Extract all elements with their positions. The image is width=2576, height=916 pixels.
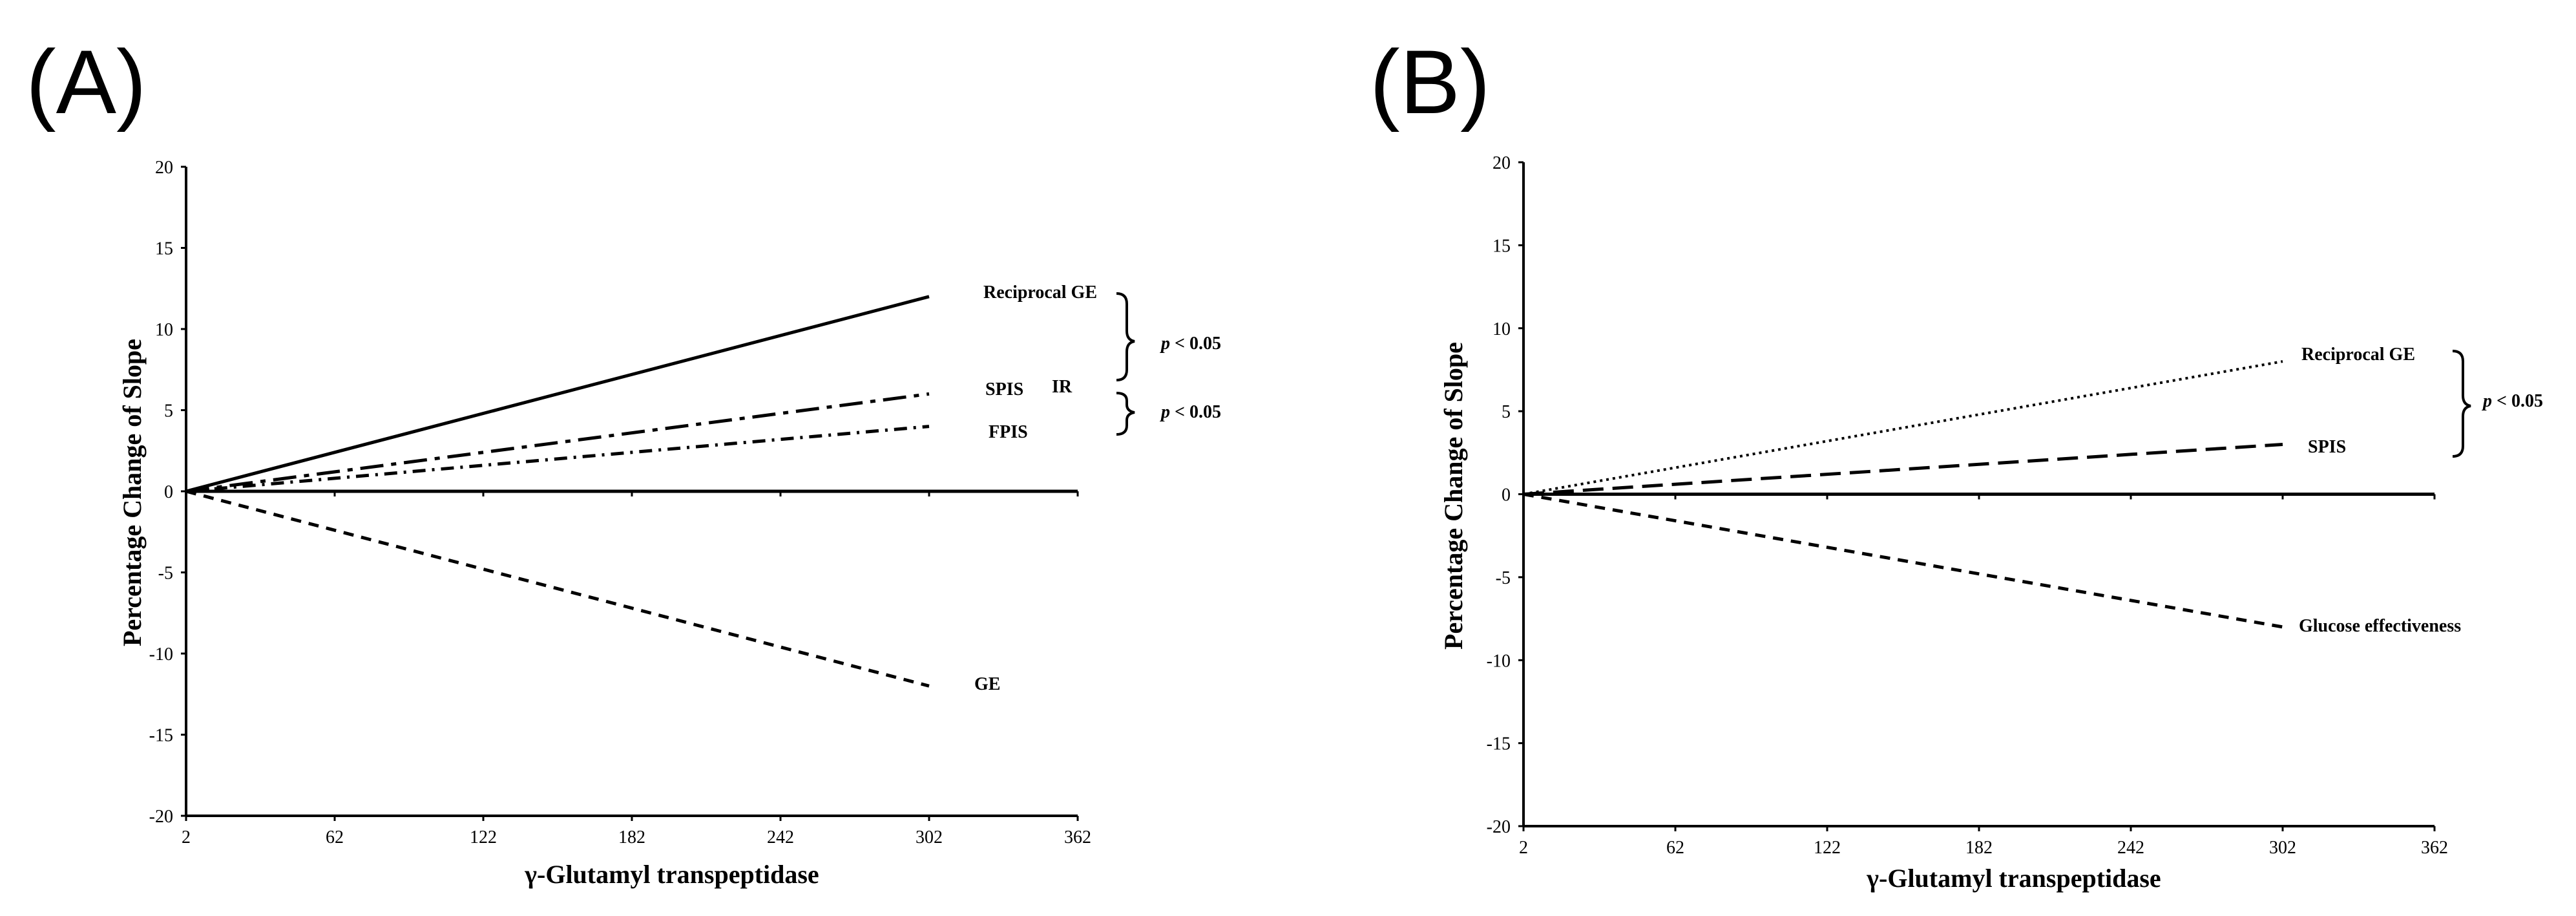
panel-b-x-tick-label: 2 xyxy=(1519,838,1528,858)
panel-b-x-tick-label: 62 xyxy=(1666,838,1684,858)
panel-a-label-spis: SPIS xyxy=(985,379,1023,399)
panel-b-y-tick-label: 15 xyxy=(1492,236,1511,256)
panel-b-label-spis: SPIS xyxy=(2308,437,2346,457)
panel-b: (B) 20 15 10 5 0 -5 -10 -15 -20 2 62 122 182 242 302 3… xyxy=(1370,31,2543,893)
panel-b-label-glucose-effectiveness: Glucose effectiveness xyxy=(2299,616,2461,636)
panel-a-bracket-2 xyxy=(1116,392,1135,436)
panel-a-x-tick-label: 182 xyxy=(618,827,645,847)
panel-b-y-tick-label: 20 xyxy=(1492,153,1511,173)
panel-b-label-reciprocal-ge: Reciprocal GE xyxy=(2301,345,2415,365)
panel-a-pvalue-2: p < 0.05 xyxy=(1160,402,1221,422)
panel-a-x-tick-label: 242 xyxy=(767,827,794,847)
panel-a-y-tick-label: -20 xyxy=(149,807,173,827)
panel-b-series-spis xyxy=(1523,442,2283,496)
panel-a-label-fpis: FPIS xyxy=(989,422,1028,442)
panel-a-x-ticks: 2 62 122 182 242 302 362 xyxy=(182,491,1091,847)
panel-a-y-tick-label: -15 xyxy=(149,726,173,746)
panel-a-y-tick-label: 20 xyxy=(155,158,173,178)
panel-a-series xyxy=(185,295,930,688)
panel-a-label-reciprocal-ge: Reciprocal GE xyxy=(983,282,1097,303)
panel-a-y-ticks: 20 15 10 5 0 -5 -10 -15 -20 xyxy=(149,158,186,827)
panel-b-x-ticks: 2 62 122 182 242 302 362 xyxy=(1519,494,2448,858)
panel-b-y-tick-label: -5 xyxy=(1496,568,1511,588)
panel-b-y-tick-label: 5 xyxy=(1502,402,1511,422)
panel-b-series-reciprocal-ge xyxy=(1523,360,2283,496)
panel-a-y-tick-label: -5 xyxy=(158,564,173,584)
panel-a-y-axis-title: Percentage Change of Slope xyxy=(118,339,147,646)
panel-a-series-reciprocal-ge xyxy=(185,295,930,493)
panel-b-y-tick-label: 10 xyxy=(1492,319,1511,339)
panel-a-x-tick-label: 122 xyxy=(470,827,497,847)
panel-b-y-ticks: 20 15 10 5 0 -5 -10 -15 -20 xyxy=(1487,153,1524,837)
panel-a-y-tick-label: 0 xyxy=(164,482,173,502)
panel-a-series-ge xyxy=(185,489,930,688)
panel-a-x-tick-label: 2 xyxy=(182,827,191,847)
panel-a-y-tick-label: 10 xyxy=(155,320,173,340)
panel-b-x-tick-label: 242 xyxy=(2117,838,2144,858)
panel-a-series-spis xyxy=(185,392,930,493)
panel-a-y-tick-label: 15 xyxy=(155,239,173,259)
panel-b-y-tick-label: -15 xyxy=(1487,734,1511,754)
panel-a-x-axis-title: γ-Glutamyl transpeptidase xyxy=(524,860,819,889)
panel-b-series-glucose-effectiveness xyxy=(1523,493,2283,629)
panel-a-x-tick-label: 62 xyxy=(326,827,344,847)
panel-b-pvalue: p < 0.05 xyxy=(2482,391,2543,411)
panel-b-series xyxy=(1523,360,2283,629)
panel-b-y-axis-title: Percentage Change of Slope xyxy=(1439,342,1468,650)
panel-a: (A) 20 15 10 5 0 -5 -10 -15 -20 2 62 122 182 242 302 3… xyxy=(26,31,1221,889)
panel-a-y-tick-label: 5 xyxy=(164,401,173,421)
panel-b-x-tick-label: 182 xyxy=(1965,838,1993,858)
panel-a-x-tick-label: 362 xyxy=(1064,827,1091,847)
panel-b-axes xyxy=(1522,162,2435,827)
panel-a-label-ir: IR xyxy=(1052,377,1073,397)
panel-a-bracket-1 xyxy=(1116,292,1135,381)
panel-a-axes xyxy=(185,167,1078,817)
panel-a-label-ge: GE xyxy=(974,674,1000,694)
panel-b-x-tick-label: 122 xyxy=(1814,838,1841,858)
panel-b-x-tick-label: 302 xyxy=(2269,838,2296,858)
panel-a-pvalue-1: p < 0.05 xyxy=(1160,334,1221,354)
panel-b-y-tick-label: -10 xyxy=(1487,651,1511,671)
panel-b-letter: (B) xyxy=(1370,31,1491,133)
panel-a-y-tick-label: -10 xyxy=(149,644,173,665)
panel-b-x-axis-title: γ-Glutamyl transpeptidase xyxy=(1866,864,2161,893)
panel-b-bracket xyxy=(2452,350,2471,458)
panel-b-y-tick-label: -20 xyxy=(1487,817,1511,837)
panel-b-y-tick-label: 0 xyxy=(1502,485,1511,506)
panel-a-letter: (A) xyxy=(26,31,147,133)
panel-b-x-tick-label: 362 xyxy=(2421,838,2448,858)
panel-a-x-tick-label: 302 xyxy=(916,827,943,847)
panel-a-series-fpis xyxy=(185,425,930,493)
